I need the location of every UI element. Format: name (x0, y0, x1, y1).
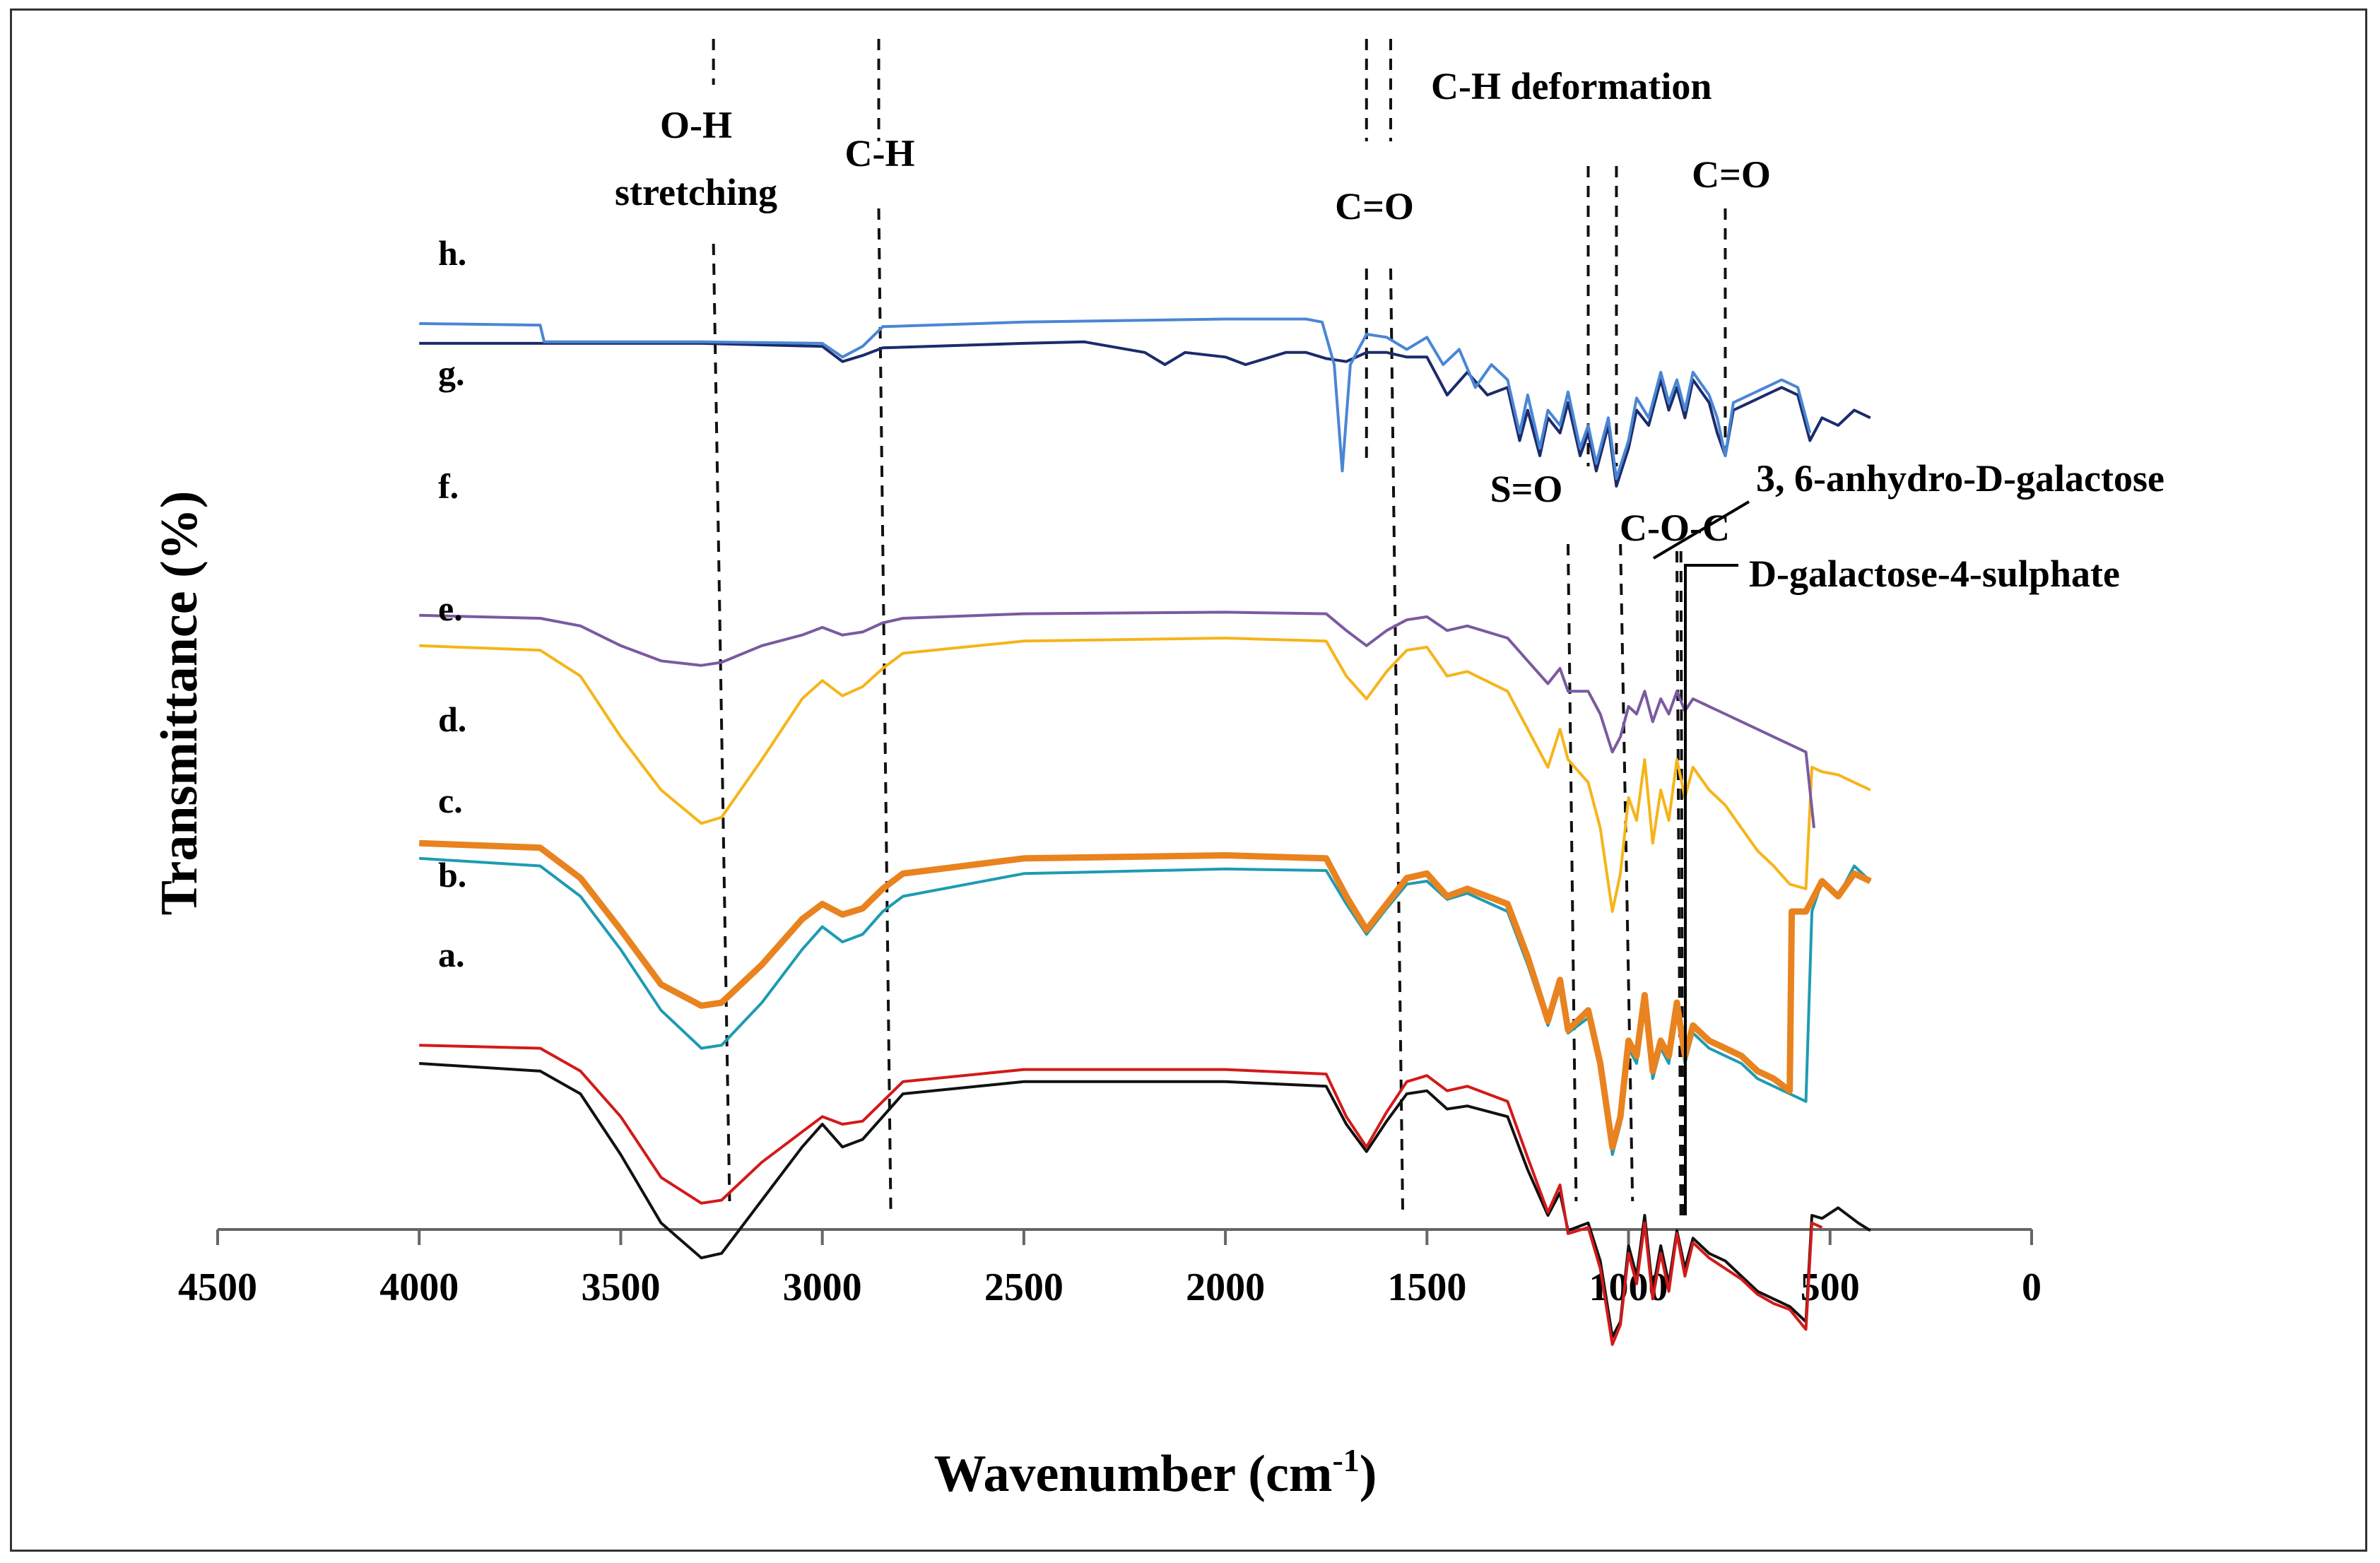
x-tick-label-0: 0 (2022, 1266, 2042, 1309)
x-tick-label-4000: 4000 (379, 1266, 459, 1309)
series-label-c: c. (438, 781, 463, 820)
x-axis-title-main: Wavenumber (cm (934, 1445, 1333, 1503)
series-label-a: a. (438, 935, 465, 974)
series-line-d (419, 839, 1872, 1150)
reference-line-14 (1675, 550, 1683, 1223)
leader-sulphate (1684, 564, 1738, 1215)
series-group (419, 317, 1872, 1346)
reference-lines (712, 39, 1727, 1223)
series-label-g: g. (438, 353, 465, 393)
series-label-e: e. (438, 589, 463, 628)
x-tick-label-3000: 3000 (783, 1266, 862, 1309)
x-tick-label-1500: 1500 (1387, 1266, 1466, 1309)
series-label-b: b. (438, 855, 466, 895)
series-line-b (419, 1044, 1823, 1346)
x-axis-title-sup: -1 (1332, 1442, 1359, 1478)
reference-line-2 (712, 243, 731, 1202)
reference-line-4 (877, 208, 892, 1216)
series-line-f (419, 611, 1815, 829)
annotation-1: O-H (660, 104, 732, 146)
series-line-c (419, 856, 1872, 1156)
annotation-10: D-galactose-4-sulphate (1749, 553, 2120, 595)
annotation-3: C-H (845, 132, 915, 175)
reference-line-13 (1619, 543, 1634, 1202)
series-line-e (419, 637, 1871, 913)
series-line-a (419, 1062, 1871, 1338)
x-tick-label-2500: 2500 (984, 1266, 1064, 1309)
figure-border (10, 8, 2367, 1552)
x-axis: 4500 4000 3500 3000 2500 2000 1500 1000 500 0 (178, 1228, 2042, 1309)
annotation-8: C-O-C (1620, 507, 1730, 549)
reference-line-8 (1389, 268, 1405, 1216)
annotation-5: C=O (1335, 185, 1414, 228)
series-line-g (419, 340, 1871, 488)
annotation-6: C=O (1692, 153, 1771, 196)
x-axis-title: Wavenumber (cm-1) (934, 1442, 1377, 1503)
x-tick-label-4500: 4500 (178, 1266, 257, 1309)
annotations: O-H stretching C-H C-H deformation C=O C=O S=O… (615, 65, 2164, 1215)
x-tick-label-3500: 3500 (581, 1266, 660, 1309)
x-axis-title-close: ) (1360, 1445, 1377, 1503)
series-label-d: d. (438, 700, 466, 739)
annotation-4: C-H deformation (1431, 65, 1712, 107)
series-line-h (419, 317, 1812, 480)
annotation-2: stretching (615, 171, 777, 213)
series-labels: h. g. f. e. d. c. b. a. (438, 233, 466, 974)
annotation-7: S=O (1490, 468, 1563, 510)
reference-line-15 (1679, 550, 1685, 1223)
leader-anhydro (1652, 500, 1750, 560)
series-label-h: h. (438, 233, 466, 273)
x-tick-label-2000: 2000 (1186, 1266, 1265, 1309)
annotation-9: 3, 6-anhydro-D-galactose (1756, 457, 2164, 500)
reference-line-12 (1566, 543, 1578, 1202)
series-label-f: f. (438, 466, 459, 506)
y-axis-title: Transmittance (%) (151, 491, 208, 916)
